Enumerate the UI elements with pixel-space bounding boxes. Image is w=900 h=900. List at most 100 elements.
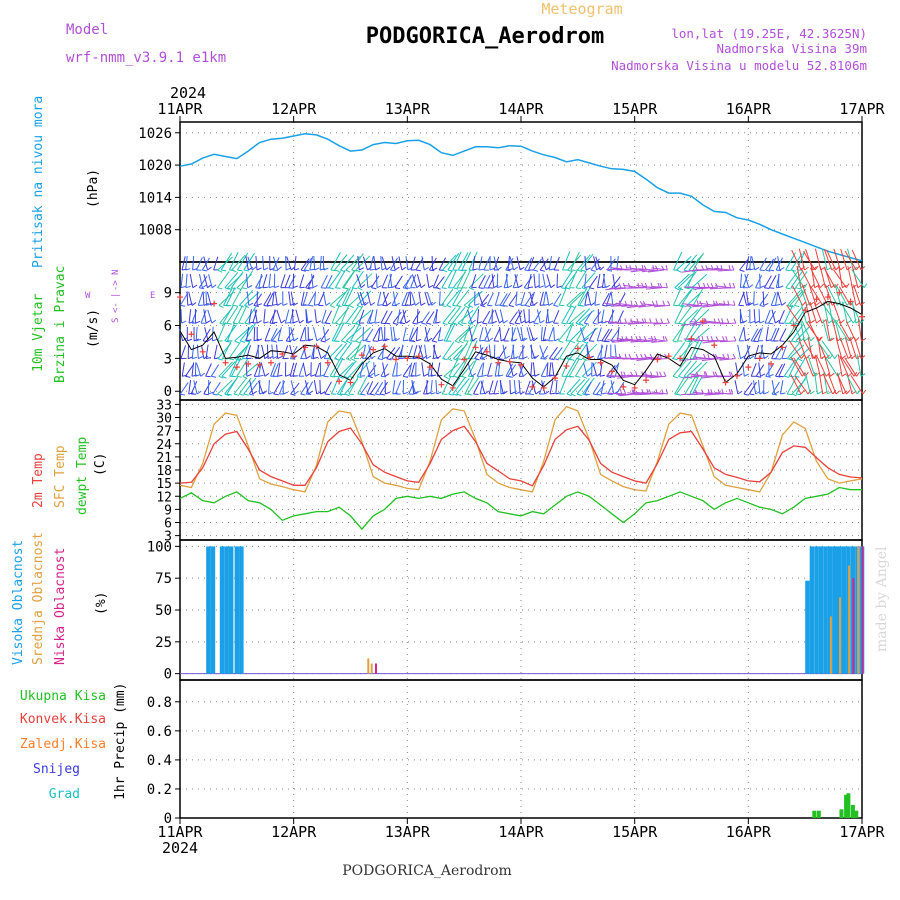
wind-barb — [793, 288, 807, 306]
wind-barb — [636, 375, 653, 377]
compass-arrow-left: <- — [111, 302, 121, 313]
wind-barb — [410, 274, 417, 288]
wind-barb — [645, 356, 662, 360]
wind-barb — [627, 267, 644, 271]
wind-barb-feather — [253, 338, 260, 342]
wind-barb-feather — [472, 268, 478, 271]
precip-legend-ice: Zaledj.Kisa — [20, 737, 106, 752]
wind-barb — [272, 256, 279, 271]
cloud-bar — [805, 580, 810, 674]
wind-barb — [828, 301, 834, 324]
wind-barb — [426, 273, 430, 288]
wind-barb — [771, 380, 776, 395]
wind-barb-feather — [482, 322, 488, 325]
wind-barb-feather — [421, 322, 427, 325]
wind-barb — [581, 361, 597, 377]
wind-gust-marker — [756, 355, 763, 362]
wind-barb — [461, 251, 472, 271]
cloud-bar — [206, 546, 211, 674]
wind-barb — [558, 324, 572, 342]
wind-barb — [178, 327, 184, 342]
wind-barb-feather — [380, 375, 386, 378]
wind-barb-feather — [498, 374, 504, 377]
wind-barb-feather — [456, 304, 462, 308]
wind-barb — [467, 305, 480, 324]
wind-barb — [243, 377, 257, 395]
wind-barb — [746, 291, 749, 306]
wind-barb — [505, 273, 509, 288]
wind-barb-feather — [576, 393, 582, 396]
wind-barb — [575, 308, 591, 324]
wind-barb — [322, 255, 325, 271]
wind-barb — [421, 256, 425, 271]
wind-barb-feather — [659, 371, 663, 377]
wind-barb-feather — [589, 287, 595, 290]
wind-barb — [556, 273, 558, 288]
wind-barb-feather — [272, 355, 278, 360]
wind-gust-marker — [643, 377, 650, 384]
wind-barb-feather — [258, 374, 264, 377]
wind-barb — [456, 269, 467, 288]
wind-barb — [600, 380, 605, 395]
wind-barb — [714, 285, 731, 289]
wind-barb — [514, 310, 523, 324]
wind-barb — [568, 358, 580, 377]
wind-barb — [508, 293, 518, 306]
wind-barb — [205, 344, 209, 359]
wind-compass: S <- | -> N — [111, 270, 121, 323]
wind-gust-marker — [665, 353, 672, 360]
wind-barb-feather — [569, 322, 575, 326]
wind-barb — [263, 309, 266, 324]
wind-barb — [798, 248, 805, 271]
wind-barb-feather — [529, 320, 535, 324]
wind-barb-feather — [760, 373, 766, 377]
wind-barb — [298, 362, 305, 377]
wind-barb-feather — [263, 321, 269, 324]
wind-barb — [713, 303, 730, 306]
wind-barb — [179, 382, 189, 395]
wind-gust-marker — [813, 296, 820, 303]
wind-barb — [391, 256, 396, 271]
cloud-bar — [239, 546, 244, 674]
wind-barb-feather — [432, 267, 438, 271]
wind-barb — [825, 319, 831, 341]
wind-barb — [617, 310, 624, 324]
wind-barb-feather — [233, 393, 239, 396]
wind-barb — [636, 358, 653, 361]
wind-barb — [331, 322, 342, 342]
wind-barb — [779, 328, 787, 342]
wind-barb-feather — [429, 269, 435, 272]
wind-barb — [696, 392, 713, 395]
wind-barb — [771, 381, 780, 395]
wind-barb-feather — [727, 353, 730, 359]
wind-barb — [514, 273, 519, 288]
wind-barb — [610, 291, 614, 306]
wind-barb — [380, 310, 388, 324]
wind-barb-feather — [417, 321, 423, 324]
wind-barb-feather — [268, 285, 274, 289]
wind-barb — [452, 377, 466, 395]
wind-barb-feather — [846, 390, 851, 395]
wind-barb — [325, 274, 333, 288]
wind-barb-feather — [860, 266, 866, 271]
wind-barb — [742, 274, 749, 288]
wind-barb — [454, 327, 471, 342]
wind-barb — [362, 256, 368, 271]
wind-barb-feather — [391, 284, 397, 289]
wind-barb-feather — [629, 265, 632, 271]
wind-barb-feather — [607, 393, 613, 395]
wind-barb — [685, 304, 702, 307]
wind-barb — [837, 354, 843, 377]
wind-barb-feather — [533, 322, 539, 325]
wind-barb — [238, 377, 252, 395]
wind-barb — [566, 378, 581, 395]
wind-barb — [222, 305, 234, 324]
wind-barb-feather — [211, 319, 217, 324]
wind-barb — [359, 291, 366, 306]
wind-barb-feather — [495, 374, 501, 377]
wind-barb — [268, 379, 270, 395]
wind-barb — [424, 344, 428, 359]
wind-barb — [569, 326, 585, 342]
wind-barb — [411, 380, 417, 395]
wind-barb-feather — [185, 268, 191, 271]
